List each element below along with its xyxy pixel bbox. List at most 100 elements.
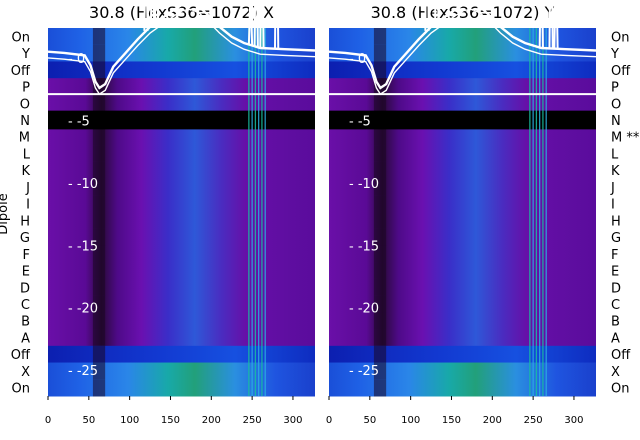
- left-row-label: Off: [11, 348, 31, 363]
- heatmap-row: [48, 195, 315, 213]
- left-row-label: B: [21, 315, 30, 330]
- curve-spike: [553, 0, 559, 49]
- x-tick-label: 50: [363, 415, 376, 426]
- right-row-label: F: [611, 248, 618, 263]
- dark-column: [373, 145, 387, 163]
- dark-column: [92, 94, 106, 113]
- right-row-label: X: [611, 365, 620, 380]
- left-row-label: P: [22, 81, 30, 96]
- left-row-label: G: [20, 231, 30, 246]
- right-row-label: M **: [611, 131, 640, 146]
- dark-column: [92, 61, 106, 79]
- right-row-label: Off: [611, 348, 631, 363]
- left-row-label: C: [21, 298, 30, 313]
- panel-1: 30.8 (HexS36=1072) X - -25 - -20 - -15 - -10…: [45, 0, 316, 426]
- dark-column: [92, 195, 106, 213]
- left-row-label: D: [20, 281, 30, 296]
- right-row-label: On: [611, 382, 629, 397]
- right-row-label: A: [611, 331, 620, 346]
- right-row-label: E: [611, 265, 619, 280]
- dark-column: [373, 28, 387, 46]
- curve-spike: [143, 0, 149, 31]
- x-tick-label: 250: [243, 415, 262, 426]
- right-row-label: L: [611, 147, 619, 162]
- inner-tick-label: - -15: [349, 239, 379, 254]
- left-row-label: Y: [21, 47, 30, 62]
- heatmap-row: [48, 128, 315, 146]
- x-tick-label: 50: [82, 415, 95, 426]
- inner-tick-label: - -25: [349, 364, 379, 379]
- right-row-label: C: [611, 298, 620, 313]
- y-axis-label: Dipole: [0, 193, 11, 234]
- right-row-label: K: [611, 164, 620, 179]
- inner-tick-label: - -25: [68, 364, 98, 379]
- x-tick-label: 200: [483, 415, 502, 426]
- panel-title: 30.8 (HexS36=1072) X: [89, 3, 274, 22]
- left-row-label: O: [20, 97, 30, 112]
- dark-column: [92, 329, 106, 347]
- dark-column: [92, 178, 106, 196]
- heatmap-row: [48, 212, 315, 230]
- right-row-label: H: [611, 214, 621, 229]
- heatmap-row: [48, 329, 315, 347]
- x-tick-label: 300: [283, 415, 302, 426]
- right-row-label: P: [611, 81, 619, 96]
- heatmap-row: [329, 145, 596, 163]
- signal-curve-2: [328, 8, 597, 96]
- dark-column: [92, 278, 106, 297]
- panel-title: 30.8 (HexS36=1072) Y: [371, 3, 555, 22]
- right-row-label: O: [611, 97, 621, 112]
- dark-column: [373, 379, 387, 397]
- dark-column: [373, 61, 387, 79]
- x-tick-label: 0: [45, 415, 51, 426]
- right-row-label: J: [610, 181, 615, 196]
- dark-column: [373, 295, 387, 313]
- heatmap-row: [48, 278, 315, 297]
- dark-column: [92, 345, 106, 364]
- left-row-label: E: [22, 265, 30, 280]
- x-tick-label: 100: [401, 415, 420, 426]
- right-row-label: Y: [610, 47, 619, 62]
- signal-curve-2: [47, 8, 316, 96]
- right-row-label: G: [611, 231, 621, 246]
- left-row-label: Off: [11, 64, 31, 79]
- dark-column: [92, 28, 106, 46]
- left-row-label: K: [21, 164, 30, 179]
- panel-2: 30.8 (HexS36=1072) Y - -25 - -20 - -15 - -10…: [326, 0, 597, 426]
- left-row-label: On: [12, 30, 30, 45]
- dark-column: [92, 245, 106, 263]
- left-row-label: I: [26, 198, 30, 213]
- heatmap-row: [329, 212, 596, 230]
- right-row-label: B: [611, 315, 620, 330]
- dark-column: [92, 312, 106, 330]
- dark-column: [373, 278, 387, 297]
- inner-tick-label: - -5: [349, 115, 371, 130]
- heatmap-row: [329, 262, 596, 280]
- dark-column: [373, 44, 387, 62]
- dark-column: [92, 161, 106, 180]
- left-row-label: F: [23, 248, 30, 263]
- dark-column: [92, 295, 106, 313]
- left-row-label: J: [25, 181, 30, 196]
- left-row-label: L: [23, 147, 31, 162]
- left-row-label: N: [20, 114, 30, 129]
- right-row-label: N: [611, 114, 621, 129]
- heatmap-row: [329, 28, 596, 46]
- dark-column: [373, 161, 387, 180]
- dark-column: [373, 178, 387, 196]
- heatmap-row: [329, 61, 596, 79]
- dark-column: [373, 228, 387, 246]
- dark-column: [92, 379, 106, 397]
- right-row-label: On: [611, 30, 629, 45]
- left-row-label: H: [20, 214, 30, 229]
- signal-curve: [328, 1, 597, 90]
- inner-tick-label: - -5: [68, 115, 90, 130]
- dark-column: [92, 128, 106, 146]
- right-row-label: Off: [611, 64, 631, 79]
- heatmap-row: [48, 94, 315, 113]
- dark-column: [373, 195, 387, 213]
- inner-tick-label: - -15: [68, 239, 98, 254]
- heatmap-row: [48, 379, 315, 397]
- curve-spike: [247, 0, 254, 45]
